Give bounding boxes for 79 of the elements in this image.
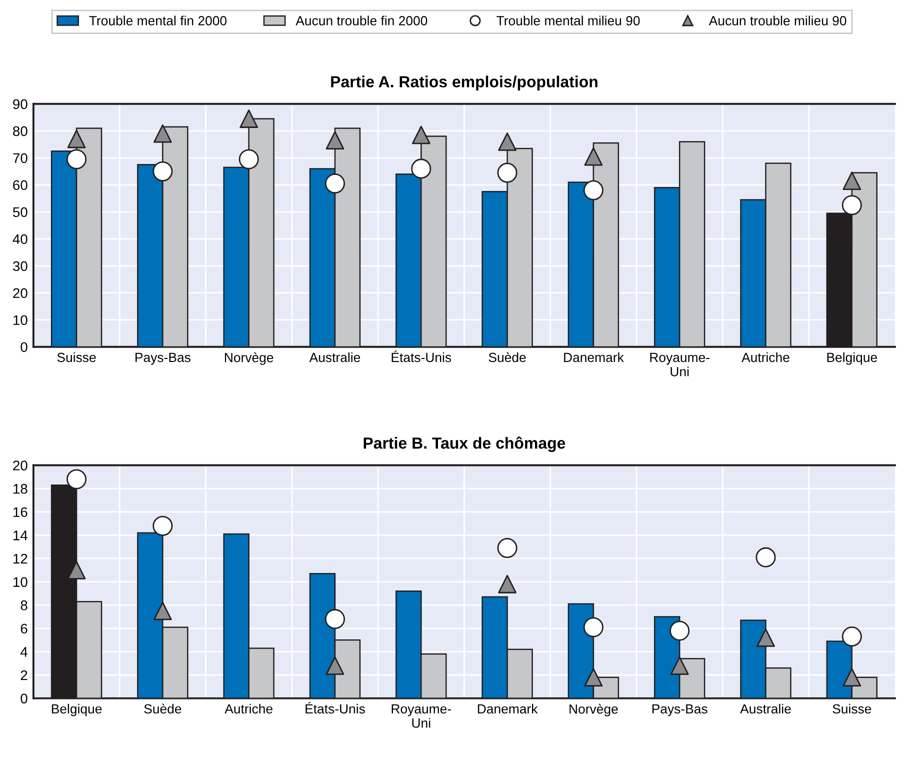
y-tick-label: 6 xyxy=(20,624,28,634)
legend-label: Trouble mental fin 2000 xyxy=(89,16,227,26)
point xyxy=(326,656,344,675)
point xyxy=(497,538,518,558)
y-tick-label: 14 xyxy=(14,530,28,540)
point xyxy=(583,617,604,638)
chart-title: Partie B. Taux de chômage xyxy=(364,436,566,452)
x-tick-label: États-Unis xyxy=(392,350,452,362)
point xyxy=(240,110,258,128)
point xyxy=(411,158,432,179)
x-tick-label: Suisse xyxy=(57,352,96,362)
point xyxy=(412,126,430,144)
point xyxy=(67,560,86,580)
y-tick-label: 30 xyxy=(12,261,28,272)
y-tick-label: 60 xyxy=(13,180,28,190)
y-tick-label: 70 xyxy=(13,153,28,164)
point xyxy=(66,469,87,490)
point xyxy=(324,609,345,630)
point xyxy=(497,162,518,183)
point xyxy=(584,147,603,166)
y-tick-label: 80 xyxy=(13,126,28,136)
point xyxy=(498,574,516,594)
point xyxy=(152,516,173,536)
y-tick-label: 0 xyxy=(20,694,28,704)
y-tick-label: 4 xyxy=(20,647,28,657)
y-tick-label: 8 xyxy=(20,600,28,610)
point xyxy=(67,130,86,148)
point xyxy=(842,668,862,687)
chart-title: Partie A. Ratios emplois/population xyxy=(331,76,598,91)
point xyxy=(756,628,775,647)
point xyxy=(842,195,862,216)
y-tick-label: 10 xyxy=(14,577,28,587)
x-tick-label: Autriche xyxy=(224,704,272,714)
y-tick-label: 40 xyxy=(12,234,28,244)
point xyxy=(583,180,604,200)
x-tick-label: États-Unis xyxy=(306,702,365,714)
x-tick-label: Norvège xyxy=(570,704,618,716)
point xyxy=(842,172,862,190)
point xyxy=(842,626,862,647)
y-tick-label: 12 xyxy=(14,554,28,564)
x-tick-label: Danemark xyxy=(564,352,624,362)
point xyxy=(153,602,172,620)
y-tick-label: 0 xyxy=(20,342,28,352)
point xyxy=(756,547,776,568)
x-tick-label: Suisse xyxy=(832,704,872,714)
point xyxy=(324,174,345,194)
y-tick-label: 20 xyxy=(13,460,28,470)
y-tick-label: 16 xyxy=(14,507,28,518)
x-tick-label: Royaume- Uni xyxy=(392,704,451,728)
point xyxy=(238,149,259,170)
legend-label: Aucun trouble milieu 90 xyxy=(708,16,846,26)
legend-label: Trouble mental milieu 90 xyxy=(496,16,640,26)
y-tick-label: 90 xyxy=(13,99,28,110)
y-tick-label: 18 xyxy=(14,484,28,494)
x-tick-label: Australie xyxy=(740,704,791,714)
y-tick-label: 20 xyxy=(13,288,28,298)
y-tick-label: 10 xyxy=(14,315,28,326)
point xyxy=(670,620,690,641)
point xyxy=(152,161,173,182)
x-tick-label: Suède xyxy=(144,704,182,714)
x-tick-label: Autriche xyxy=(742,352,790,362)
point xyxy=(584,668,603,687)
point xyxy=(498,132,516,151)
x-tick-label: Royaume- Uni xyxy=(650,352,710,376)
x-tick-label: Norvège xyxy=(224,352,274,365)
y-tick-label: 50 xyxy=(13,207,28,218)
point xyxy=(66,149,87,170)
legend-label: Aucun trouble fin 2000 xyxy=(296,16,428,26)
x-tick-label: Belgique xyxy=(827,352,877,365)
x-tick-label: Pays-Bas xyxy=(652,704,708,716)
x-tick-label: Pays-Bas xyxy=(136,352,190,365)
x-tick-label: Belgique xyxy=(52,704,102,716)
x-tick-label: Suède xyxy=(488,352,526,362)
x-tick-label: Danemark xyxy=(478,704,538,714)
point xyxy=(326,131,344,150)
point xyxy=(670,656,689,675)
point xyxy=(153,124,172,143)
y-tick-label: 2 xyxy=(20,670,28,680)
x-tick-label: Australie xyxy=(309,352,360,362)
